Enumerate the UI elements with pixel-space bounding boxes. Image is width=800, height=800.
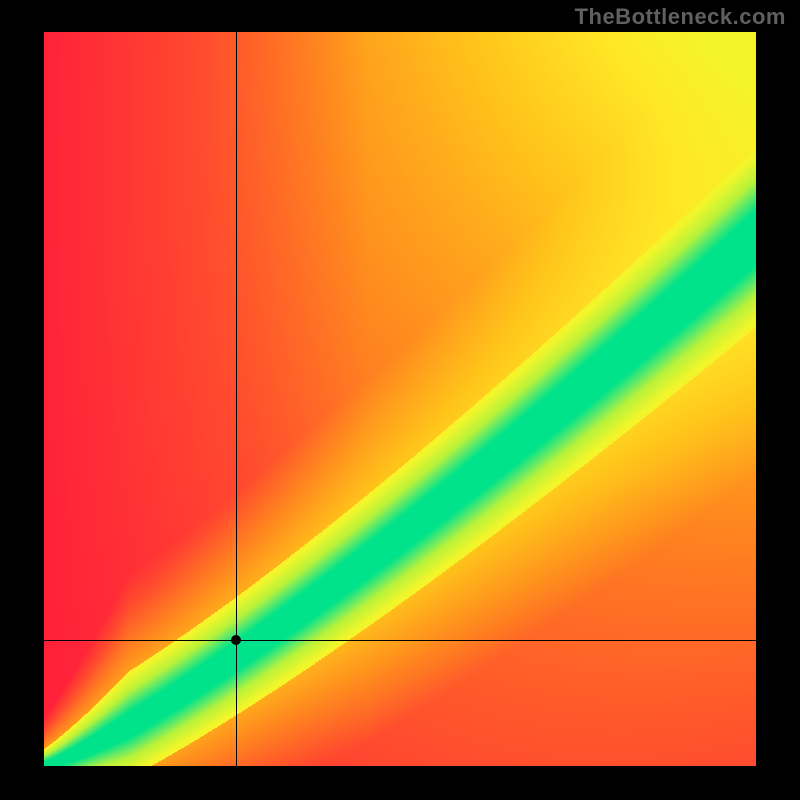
crosshair-horizontal: [44, 640, 756, 641]
chart-container: TheBottleneck.com: [0, 0, 800, 800]
heatmap-canvas: [44, 32, 756, 766]
watermark-text: TheBottleneck.com: [575, 4, 786, 30]
crosshair-vertical: [236, 32, 237, 766]
plot-area: [44, 32, 756, 766]
marker-point: [231, 635, 241, 645]
